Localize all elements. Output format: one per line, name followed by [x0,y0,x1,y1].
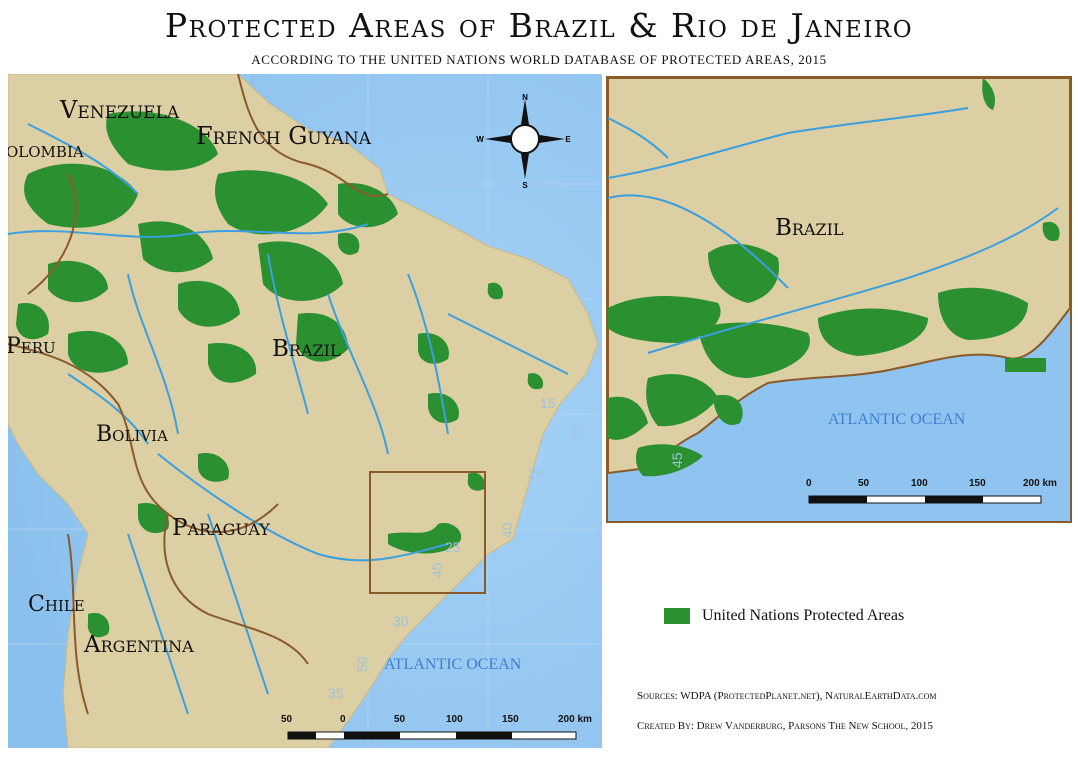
grid-label: 35 [328,685,344,701]
grid-labels: 15 35 20 40 25 45 30 50 35 [328,395,585,701]
scale-label: 100 [446,714,463,725]
inset-scale-bar [808,495,1042,504]
grid-label: 35 [569,424,585,440]
grid-label: 20 [528,465,544,481]
inset-protected-areas [608,78,1060,477]
map-subtitle: ACCORDING TO THE UNITED NATIONS WORLD DA… [251,52,827,67]
inset-scale-label: 200 km [1023,478,1057,489]
label-chile: Chile [28,592,85,617]
compass-e: E [565,135,571,144]
inset-locator-box [369,471,486,594]
inset-land [608,78,1070,475]
compass-rose-icon [485,99,565,179]
legend-swatch-protected [664,608,690,624]
main-map-graphic: N S E W 15 35 20 40 25 45 30 50 35 [8,74,602,748]
scale-label: 0 [340,714,346,725]
label-colombia: olombia [8,138,84,163]
grid-label: 25 [445,539,461,555]
label-venezuela: Venezuela [60,96,180,124]
grid-label: 45 [429,562,445,578]
scale-label: 50 [394,714,406,725]
inset-label-atlantic-ocean: ATLANTIC OCEAN [828,411,966,428]
grid-label: 30 [393,613,409,629]
grid-label: 15 [540,395,556,411]
label-french-guyana: French Guyana [196,122,372,150]
label-bolivia: Bolivia [96,422,168,447]
label-atlantic-ocean: ATLANTIC OCEAN [384,656,522,673]
compass-n: N [522,93,528,102]
protected-areas [16,111,544,638]
inset-label-brazil: Brazil [775,215,844,241]
label-peru: Peru [8,334,56,359]
inset-map-graphic: 45 [608,78,1070,521]
inset-scale-label: 100 [911,478,928,489]
credit-text: Created By: Drew Vanderburg, Parsons The… [637,720,933,732]
inset-scale-label: 0 [806,478,812,489]
scale-label: 150 [502,714,519,725]
sources-text: Sources: WDPA (ProtectedPlanet.net), Nat… [637,690,937,702]
country-borders [8,74,389,715]
compass-w: W [476,135,484,144]
inset-scale-label: 50 [858,478,870,489]
map-title: Protected Areas of Brazil & Rio de Janei… [164,6,914,45]
label-brazil: Brazil [272,336,341,362]
scale-label: 50 [281,714,293,725]
inset-scale-label: 150 [969,478,986,489]
inset-grid-label: 45 [669,452,685,468]
inset-rivers [608,107,1059,354]
main-scale-bar [287,731,577,740]
label-argentina: Argentina [84,632,194,658]
grid-label: 50 [354,656,370,672]
label-paraguay: Paraguay [172,515,270,541]
compass-s: S [522,181,528,190]
grid-label: 40 [499,522,515,538]
rivers [8,123,569,715]
scale-label: 200 km [558,714,592,725]
legend-label: United Nations Protected Areas [702,607,905,624]
main-map: N S E W 15 35 20 40 25 45 30 50 35 Venez… [8,74,602,748]
legend: United Nations Protected Areas [664,607,904,625]
inset-map: 45 Brazil ATLANTIC OCEAN 0 50 100 150 20… [606,76,1072,523]
